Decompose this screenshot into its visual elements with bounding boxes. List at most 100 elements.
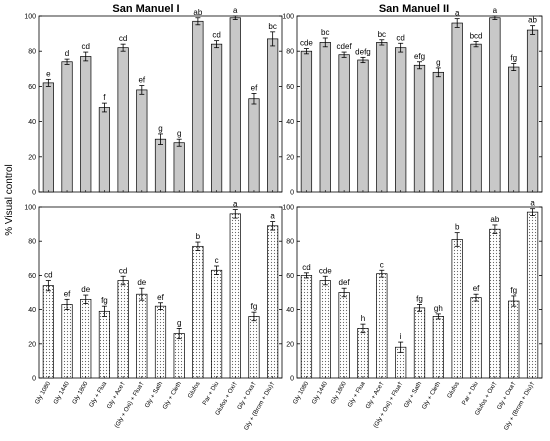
chart-panel-1: 0 20 40 60 80 100 e d cd f cd ef g g ab cd a ef bc [24, 6, 283, 197]
y-tick-label: 0 [32, 376, 36, 383]
significance-letter: ef [251, 83, 258, 92]
bar [173, 333, 185, 379]
significance-letter: bc [321, 28, 329, 37]
y-tick-label: 60 [28, 273, 36, 280]
significance-letter: ef [138, 76, 145, 85]
bar [432, 71, 444, 193]
significance-letter: d [65, 49, 69, 58]
bar [338, 54, 350, 193]
y-tick-label: 0 [290, 376, 294, 383]
bar [61, 304, 73, 379]
y-tick-label: 100 [24, 14, 36, 21]
bar [80, 298, 92, 379]
y-tick-label: 80 [286, 239, 294, 246]
bar [42, 82, 54, 193]
significance-letter: gh [434, 304, 443, 313]
significance-letter: a [493, 6, 498, 15]
bar [136, 293, 148, 379]
y-tick-label: 20 [28, 154, 36, 161]
significance-letter: ab [490, 215, 499, 224]
significance-letter: defg [355, 47, 371, 56]
bar [526, 29, 539, 193]
significance-letter: h [361, 314, 365, 323]
significance-letter: c [215, 256, 219, 265]
bar [508, 66, 520, 193]
significance-letter: fg [510, 286, 517, 295]
significance-letter: fg [101, 296, 108, 305]
bar [229, 17, 241, 193]
significance-letter: cdef [337, 42, 353, 51]
y-tick-label: 0 [290, 190, 294, 197]
bar [154, 138, 167, 193]
significance-letter: cd [119, 266, 127, 275]
significance-letter: c [380, 260, 384, 269]
bar [267, 225, 279, 379]
y-tick-label: 80 [28, 239, 36, 246]
significance-letter: fg [251, 302, 258, 311]
significance-letter: b [196, 232, 201, 241]
significance-letter: ef [473, 284, 480, 293]
y-tick-label: 40 [28, 119, 36, 126]
y-tick-label: 80 [286, 49, 294, 56]
bar [470, 43, 482, 193]
significance-letter: bcd [470, 32, 483, 41]
bar [470, 297, 482, 379]
bar [98, 107, 111, 193]
bar [338, 292, 350, 379]
y-tick-label: 80 [28, 49, 36, 56]
bar [192, 245, 204, 379]
y-tick-label: 20 [28, 341, 36, 348]
bar [173, 142, 185, 193]
significance-letter: cd [302, 263, 310, 272]
significance-letter: de [137, 278, 146, 287]
y-tick-label: 20 [286, 154, 294, 161]
y-axis-label: % Visual control [4, 164, 15, 236]
y-tick-label: 40 [28, 307, 36, 314]
significance-letter: b [455, 223, 460, 232]
bar [248, 316, 260, 379]
significance-letter: g [177, 318, 181, 327]
bar [432, 316, 444, 379]
bar [451, 239, 463, 379]
significance-letter: a [233, 6, 238, 15]
y-tick-label: 100 [24, 205, 36, 212]
significance-letter: cd [82, 42, 90, 51]
significance-letter: g [177, 129, 181, 138]
bar [413, 64, 426, 193]
significance-letter: e [46, 69, 51, 78]
significance-letter: ef [157, 293, 164, 302]
significance-letter: de [81, 285, 90, 294]
bar [61, 61, 73, 193]
significance-letter: a [530, 199, 535, 208]
bar [154, 305, 167, 379]
significance-letter: ef [64, 289, 71, 298]
y-tick-label: 40 [286, 119, 294, 126]
significance-letter: ab [528, 16, 537, 25]
significance-letter: cd [119, 34, 127, 43]
bar [117, 280, 129, 379]
significance-letter: fg [416, 294, 423, 303]
y-tick-label: 0 [32, 190, 36, 197]
bar [508, 300, 520, 379]
significance-letter: cd [212, 31, 220, 40]
significance-letter: i [400, 332, 402, 341]
bar [300, 50, 313, 193]
bar [395, 47, 407, 193]
significance-letter: f [103, 93, 106, 102]
significance-letter: bc [268, 22, 276, 31]
bar [526, 211, 539, 379]
bar [248, 98, 260, 193]
bar [357, 328, 369, 379]
significance-letter: cde [319, 266, 332, 275]
bar [136, 89, 148, 193]
significance-letter: cde [300, 39, 313, 48]
significance-letter: fg [510, 54, 517, 63]
bar [319, 42, 331, 193]
bar [300, 275, 313, 379]
bar [489, 228, 501, 379]
bar [42, 285, 54, 379]
significance-letter: def [339, 278, 351, 287]
significance-letter: g [158, 124, 162, 133]
